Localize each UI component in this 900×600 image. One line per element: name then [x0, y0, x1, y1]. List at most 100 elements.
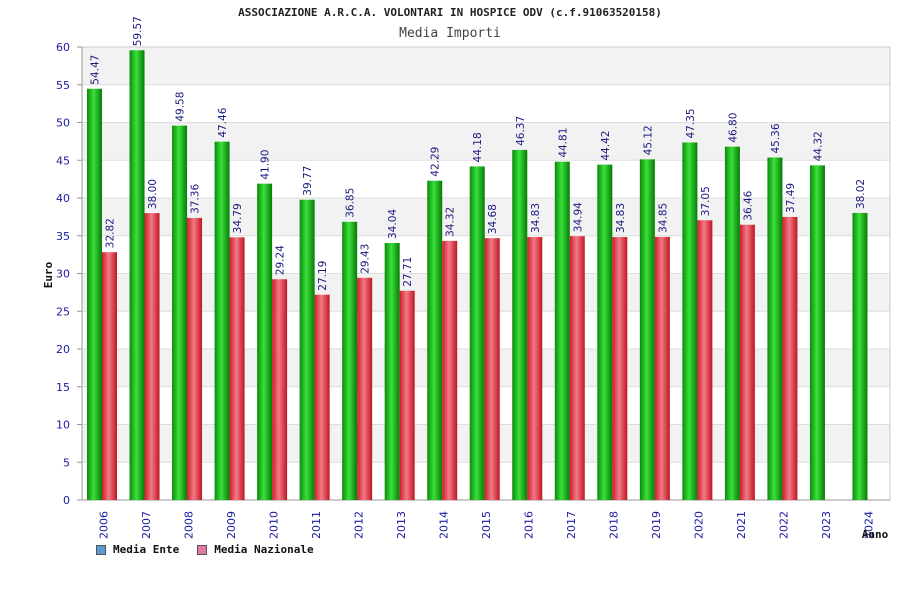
y-tick-label: 0 [63, 494, 70, 507]
x-tick-label: 2019 [650, 511, 663, 539]
data-label: 59.57 [132, 16, 144, 46]
bar-media-ente [512, 149, 528, 500]
data-label: 37.36 [190, 184, 202, 214]
legend-label-media-nazionale: Media Nazionale [214, 543, 314, 556]
y-tick-label: 45 [56, 154, 70, 167]
data-label: 46.80 [727, 113, 739, 143]
x-tick-label: 2024 [863, 511, 876, 539]
bar-media-nazionale [484, 238, 500, 500]
y-tick-label: 60 [56, 41, 70, 54]
data-label: 29.43 [360, 244, 372, 274]
bar-media-nazionale [527, 237, 543, 500]
bar-media-nazionale [569, 236, 585, 500]
bar-media-ente [87, 88, 102, 501]
bar-media-ente [214, 141, 230, 500]
data-label: 42.29 [430, 147, 442, 177]
data-label: 38.00 [147, 179, 159, 209]
bars [87, 50, 868, 501]
data-label: 47.46 [217, 107, 229, 137]
legend-item-media-ente: Media Ente [96, 543, 179, 556]
bar-media-ente [682, 142, 698, 500]
bar-media-nazionale [399, 290, 415, 500]
axes: 0 5 10 15 20 25 30 35 40 45 50 55 60 2006 2007 2008 2009… [56, 41, 891, 539]
data-label: 49.58 [175, 92, 187, 122]
bar-media-ente [809, 165, 825, 500]
data-label: 41.90 [260, 150, 272, 180]
data-label: 27.19 [317, 261, 329, 291]
bar-media-nazionale [357, 277, 373, 500]
legend-swatch-media-nazionale [197, 544, 208, 555]
y-tick-label: 50 [56, 117, 70, 130]
data-label: 44.42 [600, 131, 612, 161]
data-label: 39.77 [302, 166, 314, 196]
bar-media-nazionale [612, 237, 628, 500]
data-label: 34.68 [487, 204, 499, 234]
bar-media-ente [342, 221, 358, 500]
bar-media-ente [384, 242, 400, 501]
bar-media-ente [427, 180, 443, 500]
data-label: 29.24 [275, 245, 287, 275]
data-label: 36.46 [742, 190, 754, 220]
bar-media-ente [129, 50, 145, 501]
x-tick-label: 2006 [97, 511, 110, 539]
data-label: 37.49 [785, 183, 797, 213]
data-label: 34.04 [387, 209, 399, 239]
data-label: 34.32 [445, 207, 457, 237]
legend: Media Ente Media Nazionale [96, 543, 314, 556]
data-label: 46.37 [515, 116, 527, 146]
y-tick-label: 5 [63, 456, 70, 469]
x-tick-label: 2021 [735, 511, 748, 539]
x-tick-label: 2010 [267, 511, 280, 539]
legend-item-media-nazionale: Media Nazionale [197, 543, 314, 556]
y-tick-label: 25 [56, 305, 70, 318]
data-label: 45.12 [642, 125, 654, 155]
data-label: 34.83 [615, 203, 627, 233]
data-label: 34.85 [657, 203, 669, 233]
bar-media-ente [469, 166, 485, 501]
y-tick-label: 35 [56, 230, 70, 243]
x-tick-label: 2017 [565, 511, 578, 539]
bar-media-ente [767, 157, 783, 501]
bar-media-nazionale [272, 279, 288, 500]
data-label: 34.94 [572, 202, 584, 232]
y-tick-label: 40 [56, 192, 70, 205]
y-axis-label: Euro [42, 261, 55, 288]
bar-media-ente [724, 146, 740, 500]
y-tick-label: 55 [56, 79, 70, 92]
bar-media-ente [597, 164, 613, 500]
data-label: 34.79 [232, 203, 244, 233]
grid-band [82, 84, 890, 123]
bar-media-nazionale [442, 240, 458, 500]
bar-media-nazionale [697, 220, 713, 500]
x-tick-label: 2023 [820, 511, 833, 539]
bar-media-ente [299, 199, 315, 500]
data-label: 27.71 [402, 257, 414, 287]
bar-media-nazionale [229, 237, 245, 500]
bar-media-ente [172, 125, 188, 501]
data-label: 37.05 [700, 186, 712, 216]
x-tick-label: 2012 [352, 511, 365, 539]
bar-media-nazionale [144, 213, 160, 500]
bar-media-nazionale [654, 236, 670, 500]
x-tick-label: 2020 [693, 511, 706, 539]
x-tick-label: 2015 [480, 511, 493, 539]
x-tick-label: 2011 [310, 511, 323, 539]
bar-media-ente [554, 161, 570, 500]
chart-subtitle: Media Importi [399, 26, 501, 41]
grid-band [82, 122, 890, 161]
data-label: 54.47 [90, 55, 102, 85]
bar-media-nazionale [187, 217, 203, 500]
data-label: 44.81 [557, 128, 569, 158]
bar-media-nazionale [102, 252, 117, 500]
y-tick-label: 30 [56, 268, 70, 281]
y-tick-label: 10 [56, 419, 70, 432]
x-tick-label: 2007 [140, 511, 153, 539]
data-label: 44.18 [472, 132, 484, 162]
data-label: 32.82 [105, 218, 117, 248]
data-label: 38.02 [855, 179, 867, 209]
bar-media-ente [639, 159, 655, 500]
data-label: 44.32 [812, 131, 824, 161]
x-tick-label: 2013 [395, 511, 408, 539]
x-tick-label: 2008 [182, 511, 195, 539]
data-label: 34.83 [530, 203, 542, 233]
